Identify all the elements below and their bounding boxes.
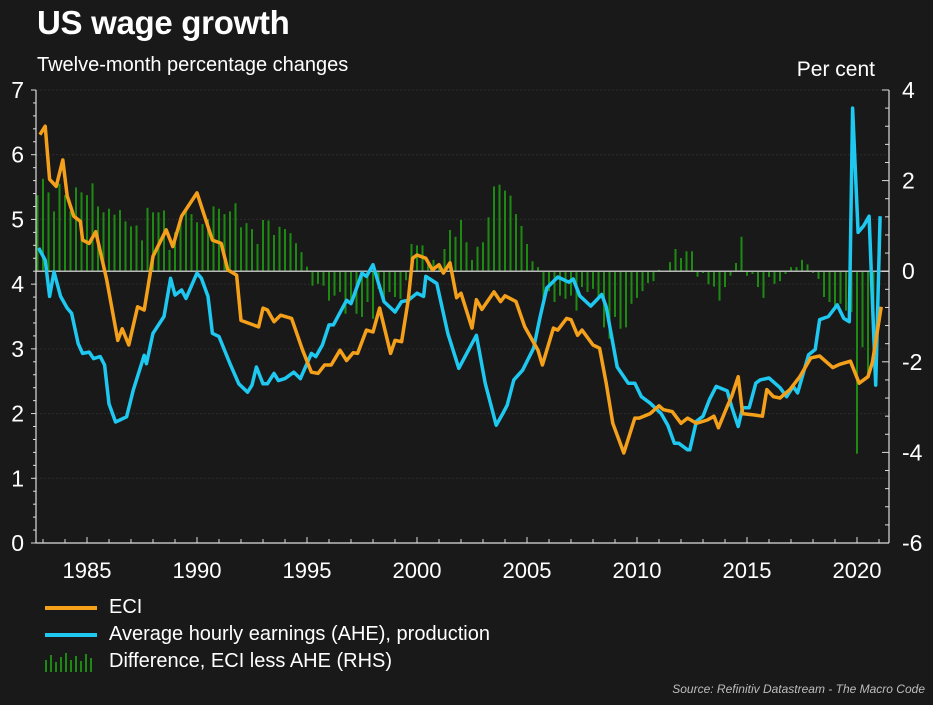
legend-label-diff: Difference, ECI less AHE (RHS) (109, 650, 393, 672)
source-note: Source: Refinitiv Datastream - The Macro… (672, 682, 925, 696)
chart-subtitle: Twelve-month percentage changes (37, 54, 349, 76)
legend-item-eci: ECI (45, 594, 490, 621)
ahe-line (37, 106, 882, 452)
x-tick-label: 2000 (393, 558, 442, 583)
x-tick-label: 1985 (63, 558, 112, 583)
legend-label-eci: ECI (109, 596, 143, 618)
left-tick-label: 6 (11, 142, 24, 168)
left-tick-label: 3 (11, 336, 24, 362)
x-tick-label: 2020 (833, 558, 882, 583)
x-tick-label: 2005 (503, 558, 552, 583)
right-tick-label: -2 (902, 349, 922, 375)
right-tick-label: -4 (902, 439, 923, 465)
legend-item-ahe: Average hourly earnings (AHE), productio… (45, 621, 490, 648)
left-tick-label: 5 (11, 206, 24, 232)
x-tick-label: 1995 (283, 558, 332, 583)
chart-title: US wage growth (37, 4, 290, 41)
left-tick-label: 7 (11, 77, 24, 103)
right-tick-label: 0 (902, 258, 915, 284)
x-tick-label: 2015 (723, 558, 772, 583)
x-tick-label: 1990 (173, 558, 222, 583)
x-tick-label: 2010 (613, 558, 662, 583)
legend: ECI Average hourly earnings (AHE), produ… (45, 594, 490, 675)
left-tick-label: 0 (11, 530, 24, 556)
eci-line (38, 124, 883, 455)
legend-swatch-diff (45, 652, 97, 672)
legend-swatch-eci (45, 605, 97, 610)
rhs-unit-label: Per cent (796, 58, 875, 81)
right-tick-label: 4 (902, 77, 915, 103)
left-tick-label: 1 (11, 465, 24, 491)
left-tick-label: 2 (11, 401, 24, 427)
right-tick-label: -6 (902, 530, 922, 556)
legend-item-diff: Difference, ECI less AHE (RHS) (45, 648, 490, 675)
left-tick-label: 4 (11, 271, 24, 297)
legend-swatch-ahe (45, 632, 97, 637)
right-tick-label: 2 (902, 168, 915, 194)
legend-label-ahe: Average hourly earnings (AHE), productio… (109, 623, 490, 645)
